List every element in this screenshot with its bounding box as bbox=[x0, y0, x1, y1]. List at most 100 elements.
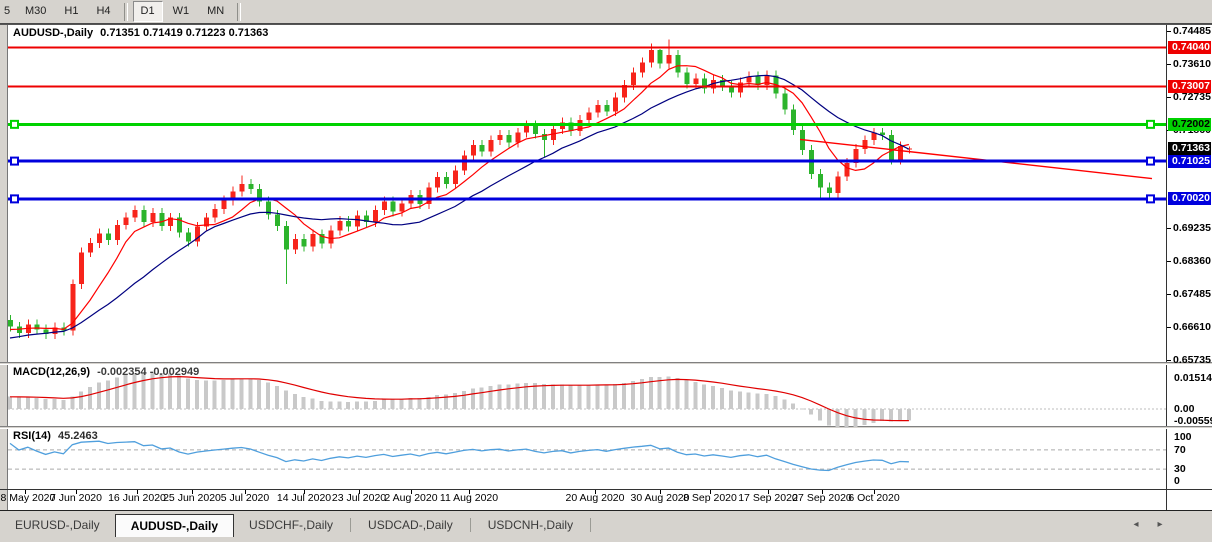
line-handle[interactable] bbox=[1146, 119, 1155, 129]
candle-body[interactable] bbox=[497, 134, 503, 141]
candle-body[interactable] bbox=[720, 80, 725, 87]
candle-body[interactable] bbox=[835, 176, 841, 193]
candle-body[interactable] bbox=[79, 252, 85, 285]
candle-body[interactable] bbox=[399, 203, 405, 212]
candle-body[interactable] bbox=[275, 214, 280, 226]
candle-body[interactable] bbox=[479, 145, 485, 152]
candle-body[interactable] bbox=[666, 54, 672, 64]
candle-body[interactable] bbox=[310, 234, 316, 247]
candle-body[interactable] bbox=[515, 132, 521, 143]
timeframe-button-M30[interactable]: M30 bbox=[25, 5, 47, 17]
candle-body[interactable] bbox=[755, 76, 761, 85]
line-handle[interactable] bbox=[1146, 156, 1155, 166]
candle-body[interactable] bbox=[132, 210, 138, 218]
candle-body[interactable] bbox=[239, 183, 245, 192]
tab-scroll-right-icon[interactable]: ▸ bbox=[1157, 519, 1163, 530]
candle-body[interactable] bbox=[372, 210, 378, 223]
candle-body[interactable] bbox=[506, 134, 512, 143]
candle-body[interactable] bbox=[292, 239, 298, 250]
chart-tab-usdchf[interactable]: USDCHF-,Daily bbox=[249, 518, 334, 532]
candle-body[interactable] bbox=[141, 210, 147, 223]
candle-body[interactable] bbox=[435, 177, 441, 188]
candle-body[interactable] bbox=[844, 162, 850, 177]
timeframe-button-H4[interactable]: H4 bbox=[96, 5, 111, 17]
tab-scroll-left-icon[interactable]: ◂ bbox=[1133, 519, 1139, 530]
price-axis[interactable]: 0.744850.736100.727350.718600.692350.683… bbox=[1167, 24, 1212, 510]
candle-body[interactable] bbox=[711, 80, 717, 89]
candle-body[interactable] bbox=[862, 140, 868, 149]
line-handle[interactable] bbox=[10, 156, 19, 166]
candle-body[interactable] bbox=[355, 215, 361, 227]
candle-body[interactable] bbox=[444, 177, 450, 184]
candle-body[interactable] bbox=[488, 140, 494, 152]
candle-body[interactable] bbox=[70, 284, 76, 331]
line-handle[interactable] bbox=[10, 194, 19, 204]
candle-body[interactable] bbox=[648, 49, 654, 63]
candle-body[interactable] bbox=[622, 84, 628, 98]
timeframe-button-D1[interactable]: D1 bbox=[132, 1, 163, 22]
candle-body[interactable] bbox=[364, 215, 369, 223]
candle-body[interactable] bbox=[604, 104, 610, 112]
candle-body[interactable] bbox=[168, 217, 174, 226]
candle-body[interactable] bbox=[871, 132, 877, 141]
candle-body[interactable] bbox=[319, 234, 325, 244]
candle-body[interactable] bbox=[88, 242, 94, 253]
candle-body[interactable] bbox=[693, 78, 699, 84]
candle-body[interactable] bbox=[684, 72, 690, 84]
candle-body[interactable] bbox=[194, 226, 200, 242]
candle-body[interactable] bbox=[105, 233, 111, 240]
candle-body[interactable] bbox=[390, 201, 396, 212]
candle-body[interactable] bbox=[898, 146, 903, 160]
candle-body[interactable] bbox=[470, 145, 476, 156]
timeframe-button-MN[interactable]: MN bbox=[207, 5, 225, 17]
line-handle[interactable] bbox=[1146, 194, 1155, 204]
candle-body[interactable] bbox=[248, 183, 254, 190]
candle-body[interactable] bbox=[203, 217, 209, 227]
candle-body[interactable] bbox=[346, 221, 352, 227]
candle-body[interactable] bbox=[43, 329, 49, 335]
candle-body[interactable] bbox=[524, 125, 530, 133]
candle-body[interactable] bbox=[177, 217, 183, 233]
timeframe-button-5[interactable]: 5 bbox=[4, 5, 11, 17]
candle-body[interactable] bbox=[34, 324, 40, 330]
candle-body[interactable] bbox=[337, 221, 343, 231]
candle-body[interactable] bbox=[52, 327, 58, 335]
date-axis[interactable]: 28 May 2020 7 Jun 2020 16 Jun 2020 25 Jun 2… bbox=[0, 492, 1166, 508]
candle-body[interactable] bbox=[16, 326, 22, 334]
candle-body[interactable] bbox=[702, 78, 708, 89]
candle-body[interactable] bbox=[631, 72, 636, 85]
candle-body[interactable] bbox=[301, 239, 307, 247]
panel-splitter[interactable] bbox=[0, 426, 1212, 429]
descending-trendline[interactable] bbox=[799, 138, 1153, 180]
timeframe-button-W1[interactable]: W1 bbox=[172, 5, 190, 17]
candle-body[interactable] bbox=[453, 170, 458, 184]
candle-body[interactable] bbox=[542, 133, 547, 141]
candle-body[interactable] bbox=[906, 148, 912, 150]
line-handle[interactable] bbox=[10, 119, 19, 129]
candle-body[interactable] bbox=[728, 86, 734, 93]
chart-tab-audusd[interactable]: AUDUSD-,Daily bbox=[114, 514, 235, 537]
candle-body[interactable] bbox=[746, 76, 752, 83]
candle-body[interactable] bbox=[97, 233, 102, 243]
chart-tab-eurusd[interactable]: EURUSD-,Daily bbox=[15, 518, 100, 532]
panel-splitter[interactable] bbox=[0, 362, 1212, 365]
candle-body[interactable] bbox=[550, 128, 556, 141]
candle-body[interactable] bbox=[186, 232, 191, 242]
candle-body[interactable] bbox=[568, 122, 574, 132]
candle-body[interactable] bbox=[221, 200, 227, 210]
chart-tab-usdcad[interactable]: USDCAD-,Daily bbox=[368, 518, 453, 532]
candle-body[interactable] bbox=[782, 93, 788, 110]
candle-body[interactable] bbox=[123, 217, 129, 225]
candle-body[interactable] bbox=[613, 97, 619, 112]
candle-body[interactable] bbox=[426, 187, 432, 205]
candle-body[interactable] bbox=[675, 54, 681, 73]
candle-body[interactable] bbox=[8, 319, 13, 327]
candle-body[interactable] bbox=[114, 224, 120, 240]
candle-body[interactable] bbox=[889, 134, 895, 160]
candle-body[interactable] bbox=[461, 155, 467, 171]
candle-body[interactable] bbox=[817, 174, 823, 188]
candle-body[interactable] bbox=[283, 225, 289, 250]
candle-body[interactable] bbox=[159, 212, 165, 226]
candle-body[interactable] bbox=[826, 187, 832, 193]
